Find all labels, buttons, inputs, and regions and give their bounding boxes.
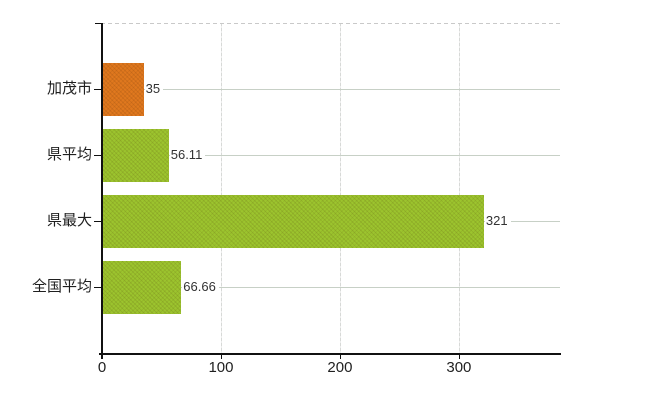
plot-top-border [101, 23, 560, 24]
x-axis-tick [339, 354, 341, 359]
x-axis-tick [220, 354, 222, 359]
x-gridline [339, 23, 341, 353]
category-tick [94, 155, 101, 156]
bar [102, 62, 144, 116]
bar [102, 260, 182, 314]
x-axis-tick-label: 100 [208, 359, 234, 376]
category-label: 全国平均 [31, 278, 92, 295]
x-gridline [220, 23, 222, 353]
bar [102, 194, 484, 248]
category-tick [94, 89, 101, 90]
x-axis-tick-label: 200 [327, 359, 353, 376]
category-gridline [483, 221, 560, 222]
bar [102, 128, 169, 182]
value-label: 56.11 [169, 147, 206, 163]
value-label: 66.66 [182, 279, 219, 295]
category-tick [94, 287, 101, 288]
category-label: 県平均 [46, 146, 92, 163]
x-axis-tick-label: 300 [446, 359, 472, 376]
x-gridline [458, 23, 460, 353]
value-label: 35 [144, 81, 164, 97]
x-axis-tick-label: 0 [97, 359, 107, 376]
x-axis-line [99, 353, 561, 355]
x-axis-tick [102, 354, 103, 359]
y-axis-top-tick [95, 23, 101, 24]
x-axis-tick [458, 354, 460, 359]
category-gridline [168, 155, 560, 156]
category-gridline [181, 287, 560, 288]
y-axis-line [101, 23, 103, 359]
category-label: 県最大 [46, 212, 92, 229]
category-gridline [143, 89, 560, 90]
category-label: 加茂市 [46, 80, 92, 97]
category-tick [94, 221, 101, 222]
value-label: 321 [484, 213, 511, 229]
